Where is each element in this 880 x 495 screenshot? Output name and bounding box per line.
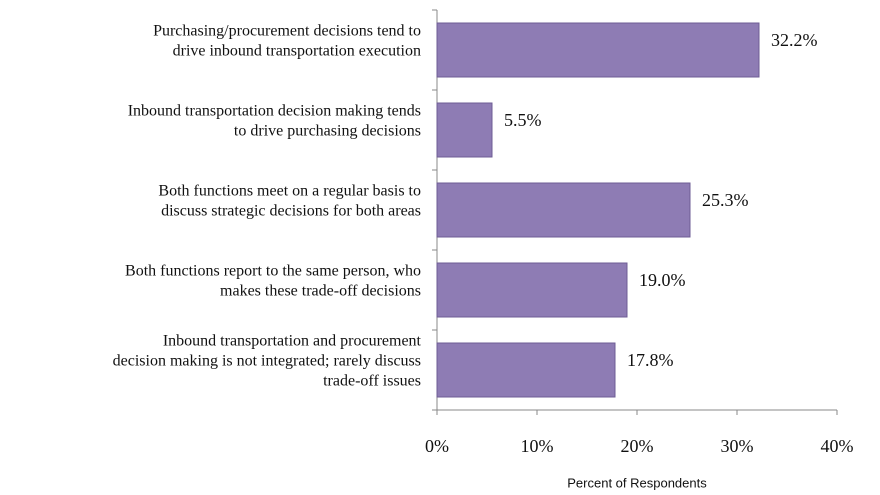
bar: [436, 262, 628, 318]
category-label: drive inbound transportation execution: [173, 43, 421, 60]
value-label: 25.3%: [702, 190, 749, 210]
category-label: makes these trade-off decisions: [220, 283, 421, 300]
x-axis-title: Percent of Respondents: [567, 475, 707, 490]
x-tick-label: 40%: [821, 436, 854, 456]
value-label: 19.0%: [639, 270, 686, 290]
category-label: Both functions meet on a regular basis t…: [158, 183, 421, 200]
value-label: 5.5%: [504, 110, 542, 130]
category-label: Purchasing/procurement decisions tend to: [153, 23, 421, 40]
x-tick-label: 10%: [521, 436, 554, 456]
bar: [436, 102, 493, 158]
bar: [436, 182, 691, 238]
category-label: Both functions report to the same person…: [125, 263, 421, 280]
category-label: Inbound transportation decision making t…: [128, 103, 421, 120]
x-tick-label: 30%: [721, 436, 754, 456]
x-tick-label: 0%: [425, 436, 449, 456]
bar: [436, 22, 760, 78]
category-label: trade-off issues: [323, 373, 421, 390]
category-label: to drive purchasing decisions: [234, 123, 421, 140]
category-label: decision making is not integrated; rarel…: [113, 353, 421, 370]
value-label: 17.8%: [627, 350, 674, 370]
bar: [436, 342, 616, 398]
category-label: Inbound transportation and procurement: [163, 333, 422, 350]
x-tick-label: 20%: [621, 436, 654, 456]
category-label: discuss strategic decisions for both are…: [161, 203, 421, 220]
value-label: 32.2%: [771, 30, 818, 50]
